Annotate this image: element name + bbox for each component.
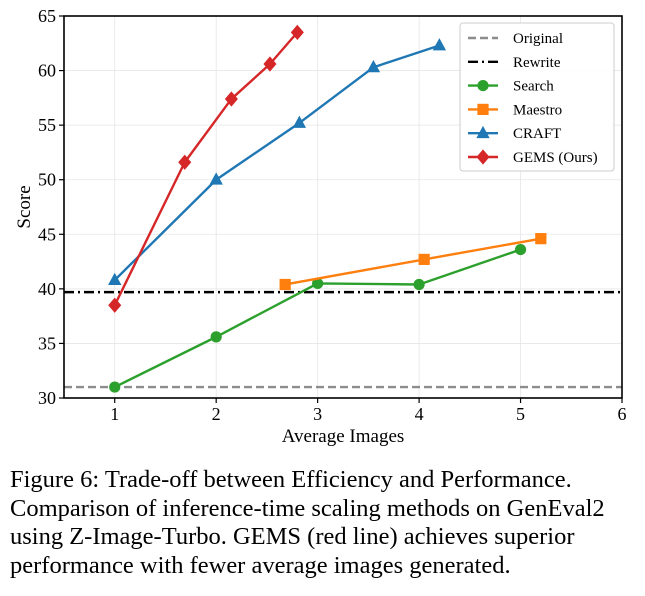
series-craft <box>108 38 447 286</box>
data-point-search <box>514 243 527 256</box>
data-point-maestro <box>535 233 547 245</box>
plot-frame <box>63 15 623 399</box>
legend-marker <box>477 103 489 115</box>
caption-label: Figure 6: <box>10 466 100 493</box>
legend-entry: Maestro <box>468 102 562 118</box>
data-point-search <box>210 331 222 343</box>
data-point-craft <box>108 272 122 286</box>
legend-entry: Rewrite <box>468 55 561 71</box>
y-tick-label: 60 <box>38 61 56 81</box>
y-tick-label: 50 <box>38 170 56 190</box>
y-tick-label: 55 <box>38 115 56 135</box>
legend-box <box>459 22 615 172</box>
data-point-craft <box>366 59 381 73</box>
data-point-gems-ours <box>108 297 122 313</box>
series-layer <box>108 24 547 393</box>
legend-marker <box>476 149 490 165</box>
legend-label: Maestro <box>513 102 562 118</box>
data-point-maestro <box>279 278 291 291</box>
legend-marker <box>476 125 490 139</box>
legend-entry: CRAFT <box>468 125 561 142</box>
x-tick-label: 3 <box>313 404 322 424</box>
legend: Original Rewrite Search Maestro CRAFT GEMS (O… <box>459 22 615 172</box>
x-tick-label: 6 <box>618 404 627 424</box>
y-tick-label: 65 <box>38 6 56 26</box>
data-point-gems-ours <box>263 56 277 72</box>
x-tick-label: 2 <box>212 404 221 424</box>
reference-lines <box>64 290 622 389</box>
data-point-gems-ours <box>290 24 304 40</box>
x-tick-label: 5 <box>516 404 525 424</box>
series-line-maestro <box>284 237 542 286</box>
legend-label: CRAFT <box>513 126 561 142</box>
data-point-craft <box>432 38 447 51</box>
y-tick-label: 40 <box>38 279 56 299</box>
y-axis-label: Score <box>14 185 35 228</box>
data-point-search <box>413 278 425 291</box>
x-axis-label: Average Images <box>282 426 405 447</box>
legend-entry: Original <box>468 31 563 47</box>
data-point-craft <box>292 115 307 128</box>
legend-entry: Search <box>468 79 554 95</box>
legend-label: GEMS (Ours) <box>513 150 598 166</box>
series-line-craft <box>113 44 440 281</box>
figure-caption: Figure 6: Trade-off between Efficiency a… <box>10 466 640 580</box>
caption-text: Trade-off between Efficiency and Perform… <box>10 466 605 579</box>
data-point-search <box>109 381 121 393</box>
legend-label: Rewrite <box>513 55 561 71</box>
legend-marker <box>477 80 489 92</box>
data-point-gems-ours <box>224 91 238 107</box>
y-tick-label: 35 <box>38 333 56 353</box>
legend-label: Original <box>513 31 563 47</box>
data-point-maestro <box>418 253 430 265</box>
series-search <box>109 243 527 393</box>
x-tick-label: 1 <box>110 404 119 424</box>
legend-label: Search <box>513 79 554 95</box>
x-tick-label: 4 <box>415 404 424 424</box>
series-maestro <box>279 233 547 291</box>
series-line-gems-ours <box>113 31 299 306</box>
legend-entry: GEMS (Ours) <box>468 149 598 166</box>
data-point-craft <box>209 172 223 185</box>
data-point-gems-ours <box>178 154 192 170</box>
series-gems-ours <box>108 24 304 313</box>
y-tick-label: 45 <box>38 224 56 244</box>
y-tick-label: 30 <box>38 388 56 408</box>
